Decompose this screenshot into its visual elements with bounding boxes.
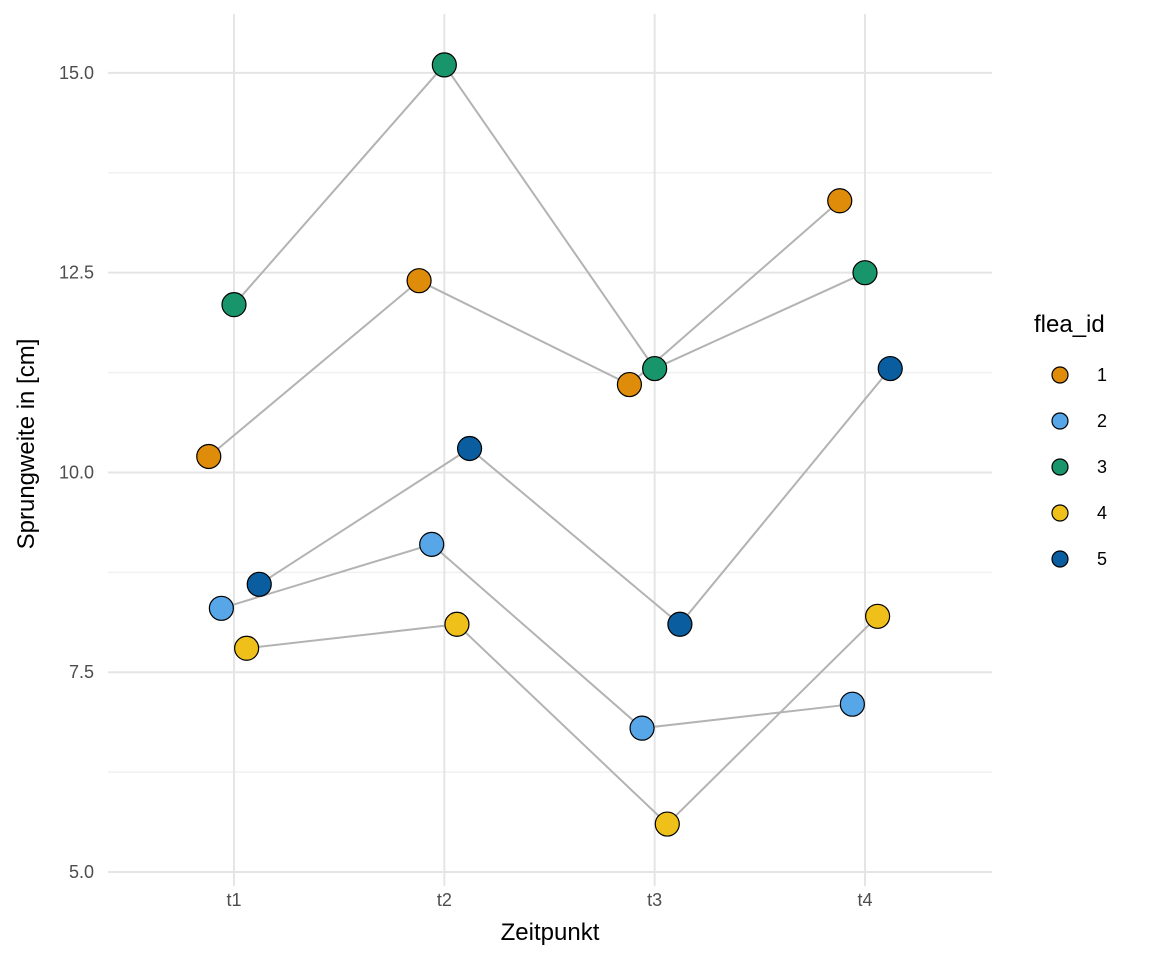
data-point-flea-3: [642, 355, 668, 382]
minor-gridlines: [108, 172, 992, 773]
data-point-flea-2: [839, 691, 865, 717]
data-point-flea-1: [196, 443, 222, 470]
legend-key-flea-5: [1051, 550, 1069, 568]
series-line-flea-2: [221, 543, 853, 730]
legend-label-flea-5: 5: [1097, 549, 1107, 569]
y-tick-label: 15.0: [59, 63, 94, 83]
y-tick-label: 10.0: [59, 462, 94, 482]
legend-items: 1 2 3 4 5: [1051, 365, 1107, 569]
series-line-flea-4: [246, 615, 879, 826]
data-point-flea-4: [444, 611, 470, 637]
data-points: [196, 52, 903, 837]
y-tick-label: 7.5: [69, 662, 94, 682]
legend-label-flea-2: 2: [1097, 411, 1107, 431]
y-axis-tick-labels: 5.0 7.5 10.0 12.5 15.0: [59, 63, 94, 882]
data-point-flea-4: [654, 811, 680, 837]
legend-key-flea-2: [1051, 412, 1069, 430]
x-tick-label: t2: [437, 890, 452, 910]
data-point-flea-2: [208, 595, 234, 621]
data-point-flea-4: [865, 603, 891, 629]
data-point-flea-5: [667, 611, 693, 637]
x-tick-label: t3: [647, 890, 662, 910]
x-axis-title: Zeitpunkt: [501, 919, 600, 946]
x-axis-tick-labels: t1 t2 t3 t4: [226, 890, 872, 910]
legend: flea_id 1 2 3 4 5: [1034, 311, 1107, 569]
legend-label-flea-3: 3: [1097, 457, 1107, 477]
data-point-flea-5: [877, 355, 903, 382]
data-point-flea-4: [234, 635, 260, 661]
y-tick-label: 5.0: [69, 862, 94, 882]
legend-label-flea-1: 1: [1097, 365, 1107, 385]
legend-key-flea-3: [1051, 458, 1069, 476]
major-gridlines: [108, 14, 992, 886]
y-axis-title: Sprungweite in [cm]: [13, 339, 40, 550]
data-point-flea-5: [246, 571, 272, 597]
series-line-flea-5: [258, 367, 892, 626]
series-lines: [208, 63, 892, 826]
series-line-flea-3: [233, 63, 866, 370]
data-point-flea-2: [419, 531, 445, 557]
y-tick-label: 12.5: [59, 263, 94, 283]
legend-key-flea-1: [1051, 366, 1069, 384]
data-point-flea-3: [221, 292, 247, 318]
x-tick-label: t4: [857, 890, 872, 910]
data-point-flea-2: [629, 715, 655, 741]
series-line-flea-1: [208, 200, 841, 458]
legend-title: flea_id: [1034, 311, 1105, 338]
data-point-flea-1: [616, 371, 643, 398]
data-point-flea-3: [852, 260, 878, 286]
legend-label-flea-4: 4: [1097, 503, 1107, 523]
data-point-flea-3: [431, 52, 457, 78]
data-point-flea-1: [406, 268, 432, 294]
data-point-flea-5: [456, 435, 483, 462]
data-point-flea-1: [827, 188, 853, 214]
legend-key-flea-4: [1051, 504, 1069, 522]
x-tick-label: t1: [226, 890, 241, 910]
